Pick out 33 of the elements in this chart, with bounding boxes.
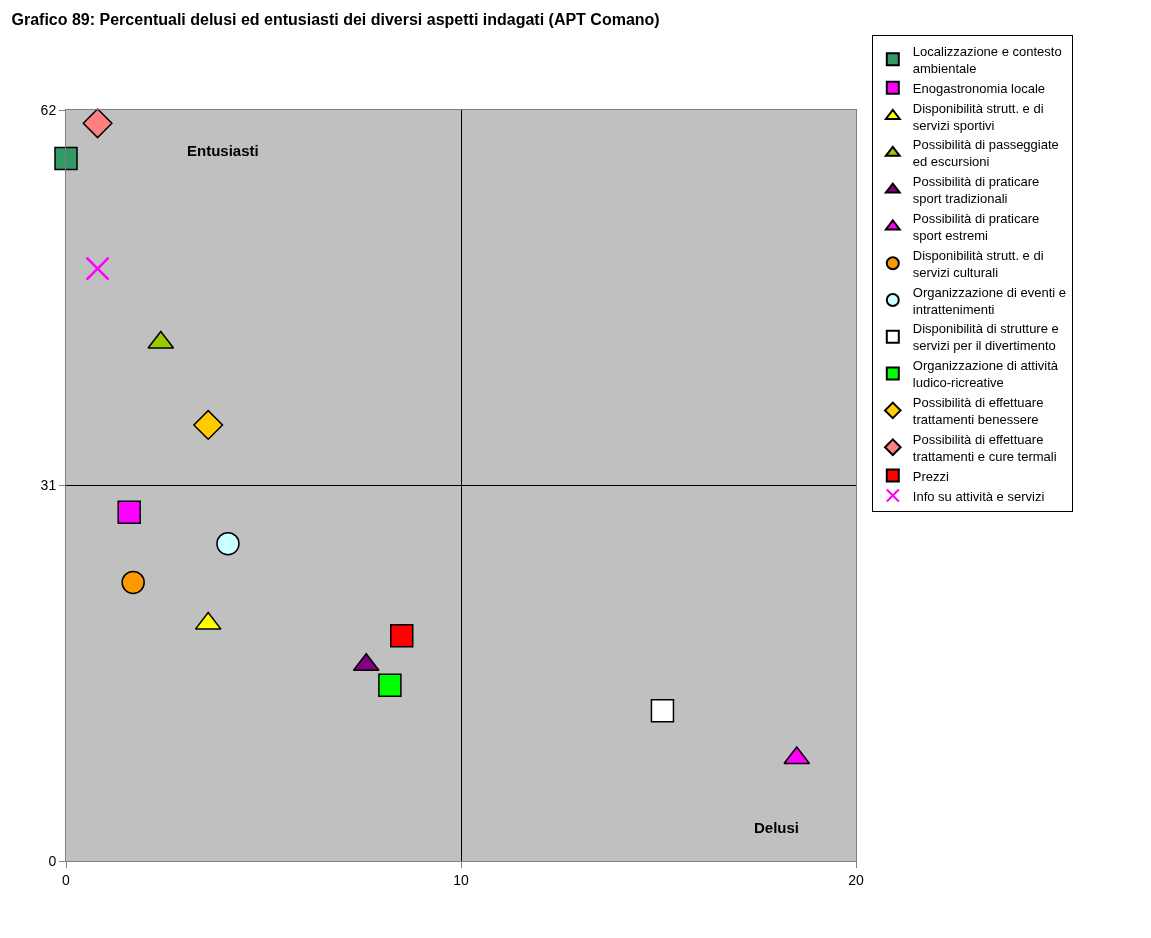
point <box>121 570 145 595</box>
point <box>390 623 414 648</box>
x-tick-label: 0 <box>62 871 71 888</box>
y-tick-label: 31 <box>40 477 57 494</box>
point <box>216 531 240 556</box>
legend-label: Localizzazione e contesto ambientale <box>912 43 1062 76</box>
legend-label: Prezzi <box>912 468 950 484</box>
point <box>378 673 402 698</box>
annotation: Entusiasti <box>187 142 259 159</box>
legend-label: Disponibilità di strutture e servizi per il divertimento <box>912 321 1059 354</box>
legend-label: Organizzazione di eventi e intrattenimenti <box>912 284 1066 317</box>
point <box>82 108 113 139</box>
legend-label: Possibilità di praticare sport estremi <box>912 211 1040 243</box>
legend-label: Disponibilità strutt. e di servizi sportivi <box>912 100 1044 133</box>
legend-label: Disponibilità strutt. e di servizi culturali <box>912 247 1044 280</box>
legend-label: Organizzazione di attività ludico-ricreative <box>912 358 1059 391</box>
legend-label: Possibilità di passeggiate ed escursioni <box>912 137 1059 170</box>
x-tick-label: 10 <box>453 871 469 888</box>
point <box>650 699 675 723</box>
y-tick-label: 62 <box>40 101 57 118</box>
legend-label: Possibilità di effettuare trattamenti e cure termali <box>912 431 1057 464</box>
y-tick-label: 0 <box>48 852 57 869</box>
point <box>117 500 141 524</box>
legend-label: Info su attività e servizi <box>912 488 1045 504</box>
x-tick-label: 20 <box>848 871 864 888</box>
point <box>85 256 110 281</box>
legend-label: Enogastronomia locale <box>912 80 1046 96</box>
point <box>193 409 224 440</box>
legend-label: Possibilità di effettuare trattamenti benessere <box>912 395 1044 427</box>
legend-label: Possibilità di praticare sport tradizionali <box>912 174 1040 207</box>
chart-title: Grafico 89: Percentuali delusi ed entusiasti dei diversi aspetti indagati (APT Comano) <box>11 11 660 29</box>
annotation: Delusi <box>754 819 800 836</box>
point <box>54 146 78 171</box>
